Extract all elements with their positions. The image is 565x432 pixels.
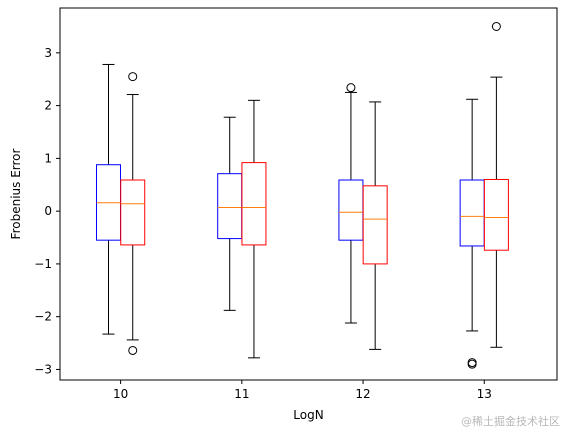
box	[217, 173, 243, 240]
box-group	[338, 83, 364, 324]
box-group	[95, 63, 121, 335]
outlier-point	[467, 359, 477, 369]
box	[362, 185, 388, 265]
box-group	[362, 101, 388, 350]
outlier-point	[346, 83, 356, 93]
y-axis-ticks: −3 −2 −1 0 1 2 3	[34, 46, 60, 376]
box	[241, 162, 267, 246]
y-axis-label: Frobenius Error	[9, 148, 23, 239]
box-group	[483, 21, 509, 348]
y-tick-label: −1	[34, 257, 52, 271]
box-group	[459, 98, 485, 369]
y-tick-label: −3	[34, 362, 52, 376]
x-tick-label: 11	[234, 387, 249, 401]
x-axis-ticks: 10 11 12 13	[113, 380, 492, 401]
y-tick-label: 2	[44, 99, 52, 113]
x-axis-label: LogN	[293, 408, 323, 422]
boxplot-marks	[95, 21, 509, 369]
outlier-point	[128, 345, 138, 355]
box-group	[120, 72, 146, 355]
box	[459, 179, 485, 247]
x-tick-label: 10	[113, 387, 128, 401]
outlier-point	[491, 21, 501, 31]
y-tick-label: 0	[44, 204, 52, 218]
box	[483, 178, 509, 251]
y-tick-label: 1	[44, 151, 52, 165]
watermark-text: @稀土掘金技术社区	[461, 414, 560, 428]
box-group	[217, 116, 243, 311]
box	[120, 179, 146, 246]
outlier-point	[128, 72, 138, 82]
x-tick-label: 12	[355, 387, 370, 401]
y-tick-label: 3	[44, 46, 52, 60]
x-tick-label: 13	[477, 387, 492, 401]
box	[338, 179, 364, 241]
box-group	[241, 99, 267, 359]
y-tick-label: −2	[34, 310, 52, 324]
